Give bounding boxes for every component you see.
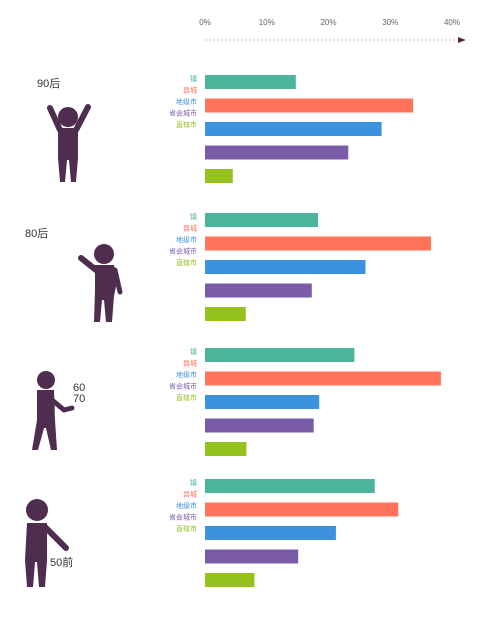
person-arms-raised-icon [47, 104, 91, 182]
person-pointing-down-icon [25, 499, 69, 587]
legend-entry: 镇 [190, 347, 197, 356]
legend-entry: 县城 [183, 491, 197, 499]
bar-groups: 镇县城地级市省会城市直辖市90后镇县城地级市省会城市直辖市80后镇县城地级市省会… [25, 74, 441, 587]
bar [205, 348, 355, 362]
bar [205, 98, 414, 113]
generation-label: 60 70 [73, 382, 85, 405]
generation-label-line: 50前 [50, 555, 73, 569]
legend-entry: 地级市 [176, 370, 197, 379]
bar [205, 213, 318, 227]
person-pointing-icon [32, 371, 75, 450]
x-axis: 0% 10% 20% 30% 40% [199, 18, 466, 43]
legend-entry: 直辖市 [176, 393, 197, 402]
bar [205, 145, 349, 160]
generation-label: 80后 [25, 227, 48, 240]
legend-entry: 县城 [183, 87, 197, 95]
bar [205, 169, 233, 183]
bar [205, 75, 296, 89]
legend-entry: 地级市 [176, 97, 197, 106]
bar [205, 442, 247, 456]
generation-label-line: 80后 [25, 227, 48, 240]
legend-entry: 直辖市 [176, 120, 197, 129]
legend-entry: 省会城市 [169, 382, 197, 391]
bar [205, 236, 431, 251]
bar [205, 549, 299, 564]
legend-entry: 省会城市 [169, 247, 197, 256]
x-tick-label: 40% [444, 18, 460, 27]
axis-arrow-icon [458, 37, 466, 43]
x-tick-label: 20% [320, 18, 336, 27]
legend-entry: 省会城市 [169, 109, 197, 118]
legend-entry: 镇 [190, 478, 197, 487]
generation-label-line: 70 [73, 393, 85, 405]
x-tick-label: 10% [259, 18, 275, 27]
legend-entry: 镇 [190, 74, 197, 83]
bar [205, 573, 255, 587]
bar [205, 418, 314, 433]
legend-entry: 直辖市 [176, 524, 197, 533]
figures [25, 104, 123, 587]
generation-label: 90后 [37, 77, 60, 90]
person-waving-icon [78, 244, 123, 322]
generation-label-line: 60 [73, 382, 85, 394]
legend-entry: 镇 [190, 212, 197, 221]
bar [205, 283, 312, 298]
legend-entry: 地级市 [176, 501, 197, 510]
bar [205, 526, 336, 540]
x-tick-label: 30% [382, 18, 398, 27]
bar [205, 260, 366, 274]
legend-entry: 地级市 [176, 235, 197, 244]
legend-entry: 县城 [183, 360, 197, 368]
bar [205, 502, 399, 517]
legend-entry: 省会城市 [169, 513, 197, 522]
legend-entry: 县城 [183, 225, 197, 233]
bar [205, 395, 320, 409]
bar [205, 479, 375, 493]
generation-label: 50前 [50, 555, 73, 569]
bar [205, 122, 382, 136]
generation-label-line: 90后 [37, 77, 60, 90]
x-tick-label: 0% [199, 18, 211, 27]
legend-entry: 直辖市 [176, 258, 197, 267]
bar [205, 307, 246, 321]
bar [205, 371, 441, 386]
